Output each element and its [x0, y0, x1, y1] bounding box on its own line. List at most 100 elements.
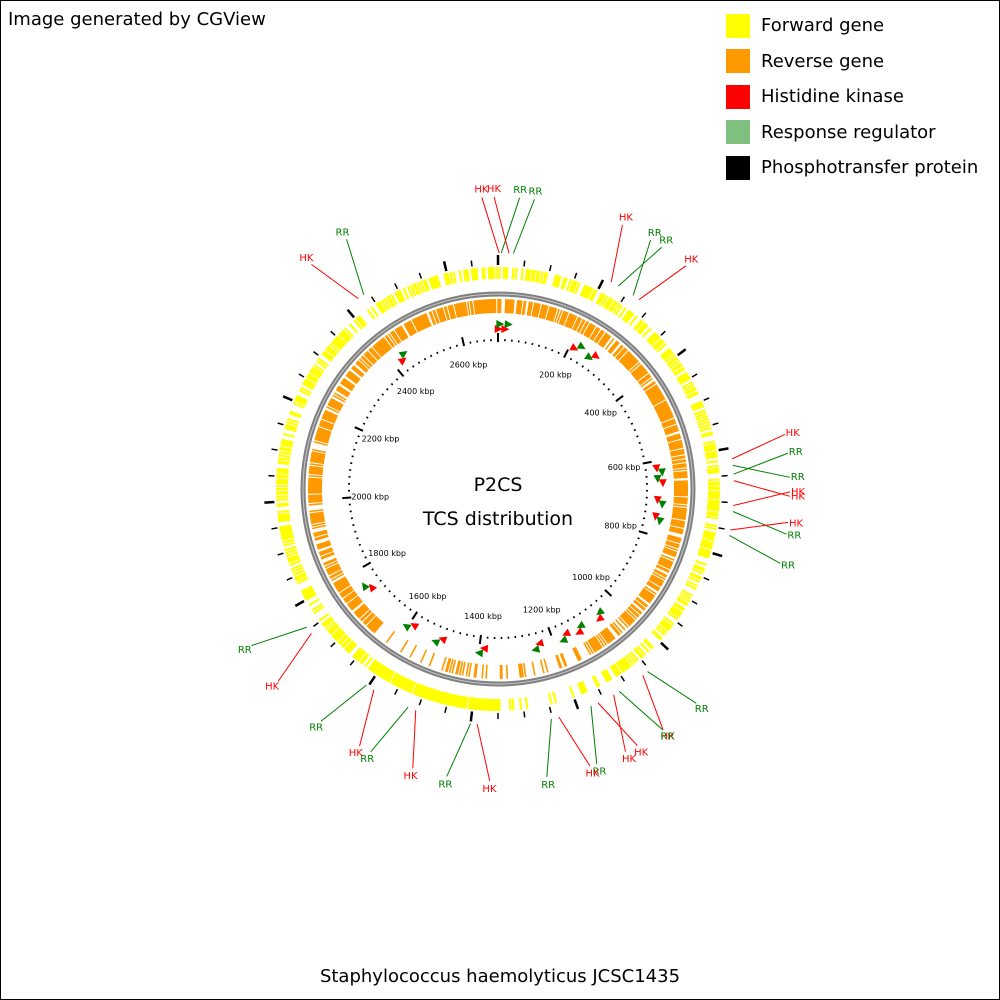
reverse-gene [657, 560, 672, 569]
tcs-arrow [496, 319, 505, 328]
reverse-gene [396, 327, 406, 341]
outer-tick [294, 599, 305, 608]
ruler-minor-tick [569, 357, 573, 361]
forward-gene [375, 302, 384, 314]
forward-gene [660, 619, 672, 629]
forward-gene [582, 285, 590, 298]
forward-gene [686, 580, 699, 588]
forward-gene [585, 287, 593, 299]
reverse-gene [633, 600, 645, 611]
tcs-arrow [652, 512, 661, 521]
reverse-gene [591, 328, 601, 341]
forward-gene [337, 634, 348, 645]
tcs-callout-line [590, 705, 598, 764]
reverse-gene [409, 320, 418, 334]
kbp-label: 2000 kbp [351, 492, 389, 501]
forward-gene [706, 464, 719, 469]
reverse-gene [595, 634, 605, 647]
tcs-label: RR [787, 530, 801, 541]
reverse-gene [551, 308, 558, 322]
tcs-callout-line [642, 675, 664, 731]
kbp-label: 200 kbp [539, 371, 572, 380]
ruler-minor-tick [611, 393, 615, 396]
reverse-gene [328, 567, 342, 576]
reverse-gene [466, 301, 471, 316]
reverse-gene [339, 585, 352, 595]
forward-gene [466, 269, 470, 282]
reverse-gene [378, 340, 389, 353]
forward-gene [697, 420, 710, 427]
forward-gene [603, 296, 612, 309]
reverse-gene [351, 600, 363, 611]
forward-gene [534, 270, 540, 283]
reverse-gene [359, 609, 372, 621]
forward-gene [311, 603, 323, 612]
ruler-major-tick [362, 561, 372, 568]
reverse-gene [639, 592, 652, 603]
reverse-gene [556, 654, 563, 669]
forward-gene [686, 392, 699, 400]
reverse-gene [647, 388, 661, 398]
forward-gene [402, 287, 410, 300]
reverse-gene [659, 414, 674, 422]
forward-gene [280, 443, 293, 448]
reverse-gene [597, 332, 608, 345]
forward-gene [481, 698, 485, 711]
tcs-callout-line [311, 263, 359, 300]
ruler-minor-tick [439, 625, 442, 628]
forward-gene [432, 276, 439, 289]
forward-gene [452, 694, 457, 707]
reverse-gene [550, 307, 557, 322]
reverse-gene [646, 582, 659, 592]
forward-gene [308, 598, 320, 607]
forward-gene [276, 475, 289, 479]
reverse-gene [588, 639, 598, 652]
reverse-gene [319, 422, 334, 429]
forward-gene [643, 639, 654, 650]
forward-gene [651, 630, 662, 641]
tcs-arrow [479, 644, 489, 653]
ruler-minor-tick [356, 537, 359, 540]
reverse-gene [473, 300, 477, 315]
tcs-label: HK [299, 253, 314, 264]
forward-gene [321, 352, 333, 362]
tcs-label: HK [622, 754, 637, 765]
ruler-minor-tick [420, 615, 424, 619]
forward-gene [287, 554, 300, 561]
reverse-gene [522, 662, 527, 678]
reverse-gene [669, 448, 685, 454]
tcs-label: RR [695, 704, 709, 715]
outer-tick [442, 261, 448, 272]
forward-gene [464, 696, 469, 709]
ruler-minor-tick [572, 615, 576, 619]
forward-gene [648, 333, 659, 344]
forward-gene [287, 417, 300, 424]
reverse-gene [372, 620, 383, 633]
reverse-gene [671, 455, 686, 460]
reverse-gene [619, 351, 631, 363]
forward-gene [317, 357, 329, 367]
forward-gene [697, 552, 710, 559]
forward-gene [464, 269, 469, 282]
reverse-gene [671, 460, 687, 465]
reverse-gene [308, 496, 323, 500]
reverse-gene [313, 529, 328, 535]
tcs-arrow [653, 495, 662, 505]
forward-gene [325, 620, 336, 631]
forward-gene [633, 319, 643, 330]
reverse-gene [327, 403, 341, 412]
forward-gene [278, 457, 291, 461]
reverse-gene [651, 395, 665, 404]
reverse-gene [672, 468, 688, 472]
forward-gene [684, 386, 696, 394]
reverse-gene [356, 361, 368, 372]
reverse-gene [308, 469, 323, 473]
forward-gene [341, 638, 352, 649]
reverse-gene [374, 343, 385, 356]
forward-gene [705, 452, 718, 457]
forward-gene [462, 696, 467, 709]
forward-gene [703, 530, 716, 535]
reverse-gene [337, 582, 350, 592]
reverse-gene [654, 568, 668, 577]
outer-tick [313, 351, 319, 356]
